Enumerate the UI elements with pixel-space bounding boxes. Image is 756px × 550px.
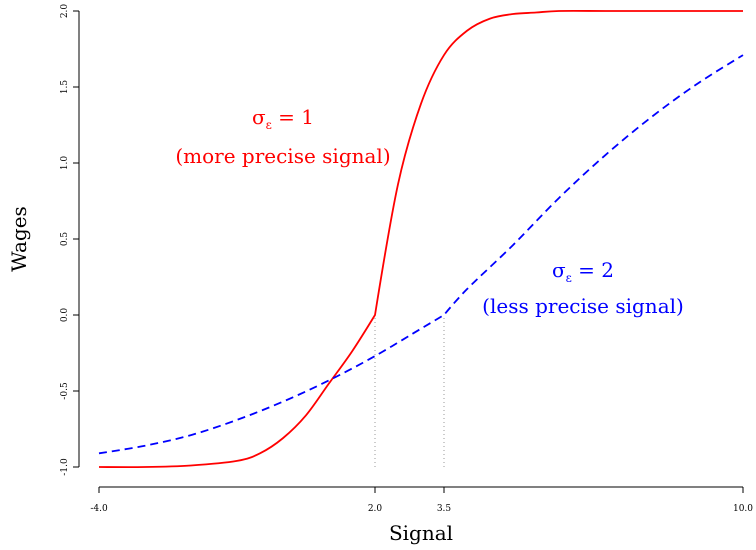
x-tick-label: 10.0 bbox=[733, 504, 753, 514]
x-tick-label: -4.0 bbox=[90, 504, 108, 514]
annotation-less-precise-value: = 2 bbox=[572, 258, 614, 282]
y-tick-label: 0.5 bbox=[60, 232, 70, 247]
x-axis-title: Signal bbox=[389, 521, 453, 545]
annotation-more-precise-line1: σε = 1 bbox=[252, 105, 314, 132]
y-tick-label: 1.0 bbox=[60, 156, 70, 171]
annotation-less-precise-line2: (less precise signal) bbox=[482, 294, 684, 318]
y-axis-title: Wages bbox=[7, 206, 31, 272]
y-axis-ticks: -1.0 -0.5 0.0 0.5 1.0 1.5 2.0 bbox=[60, 4, 79, 476]
y-tick-label: 1.5 bbox=[60, 80, 70, 95]
y-tick-label: 0.0 bbox=[60, 308, 70, 323]
y-tick-label: 2.0 bbox=[60, 4, 70, 19]
annotation-more-precise-value: = 1 bbox=[272, 105, 314, 129]
series-group bbox=[98, 9, 744, 469]
annotation-more-precise: σε = 1 (more precise signal) bbox=[175, 105, 390, 168]
x-tick-label: 3.5 bbox=[437, 504, 452, 514]
annotation-more-precise-subscript: ε bbox=[266, 118, 272, 132]
annotation-less-precise-subscript: ε bbox=[566, 271, 572, 285]
annotation-less-precise: σε = 2 (less precise signal) bbox=[482, 258, 684, 318]
series-line-1 bbox=[98, 9, 743, 469]
series-line-2 bbox=[98, 54, 744, 455]
annotation-less-precise-sigma: σ bbox=[552, 258, 566, 282]
x-tick-label: 2.0 bbox=[368, 504, 383, 514]
reference-lines bbox=[374, 315, 445, 467]
annotation-more-precise-line2: (more precise signal) bbox=[175, 144, 390, 168]
y-tick-label: -0.5 bbox=[60, 382, 70, 400]
x-axis-ticks: -4.0 2.0 3.5 10.0 bbox=[90, 487, 753, 514]
annotation-more-precise-sigma: σ bbox=[252, 105, 266, 129]
annotation-less-precise-line1: σε = 2 bbox=[552, 258, 614, 285]
y-tick-label: -1.0 bbox=[60, 458, 70, 476]
